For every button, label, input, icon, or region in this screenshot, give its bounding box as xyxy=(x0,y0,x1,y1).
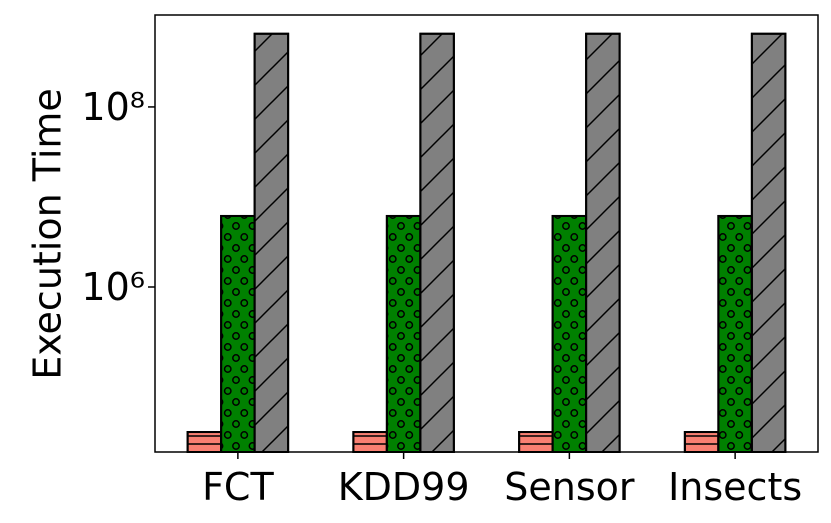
bar-hatch xyxy=(750,32,787,453)
bar-hatch xyxy=(585,32,621,453)
x-tick-label: KDD99 xyxy=(338,465,470,509)
bar-hatch xyxy=(220,214,256,453)
bar-hatch xyxy=(352,431,388,453)
y-axis-label: Execution Time xyxy=(26,88,70,380)
bar-hatch xyxy=(551,214,588,453)
y-tick-label: 10⁸ xyxy=(81,85,145,129)
x-tick-label: Insects xyxy=(668,465,802,509)
x-tick-label: Sensor xyxy=(504,465,635,509)
bar-hatch xyxy=(518,431,554,453)
bar-hatch xyxy=(253,32,290,453)
bar-hatch xyxy=(683,431,720,453)
y-tick-label: 10⁶ xyxy=(81,265,145,309)
x-tick-label: FCT xyxy=(202,465,274,509)
plot-frame xyxy=(154,14,819,453)
bar-hatch xyxy=(419,32,455,453)
bar-hatch xyxy=(186,431,223,453)
bar-hatch xyxy=(717,214,753,453)
bar-hatch xyxy=(385,214,422,453)
